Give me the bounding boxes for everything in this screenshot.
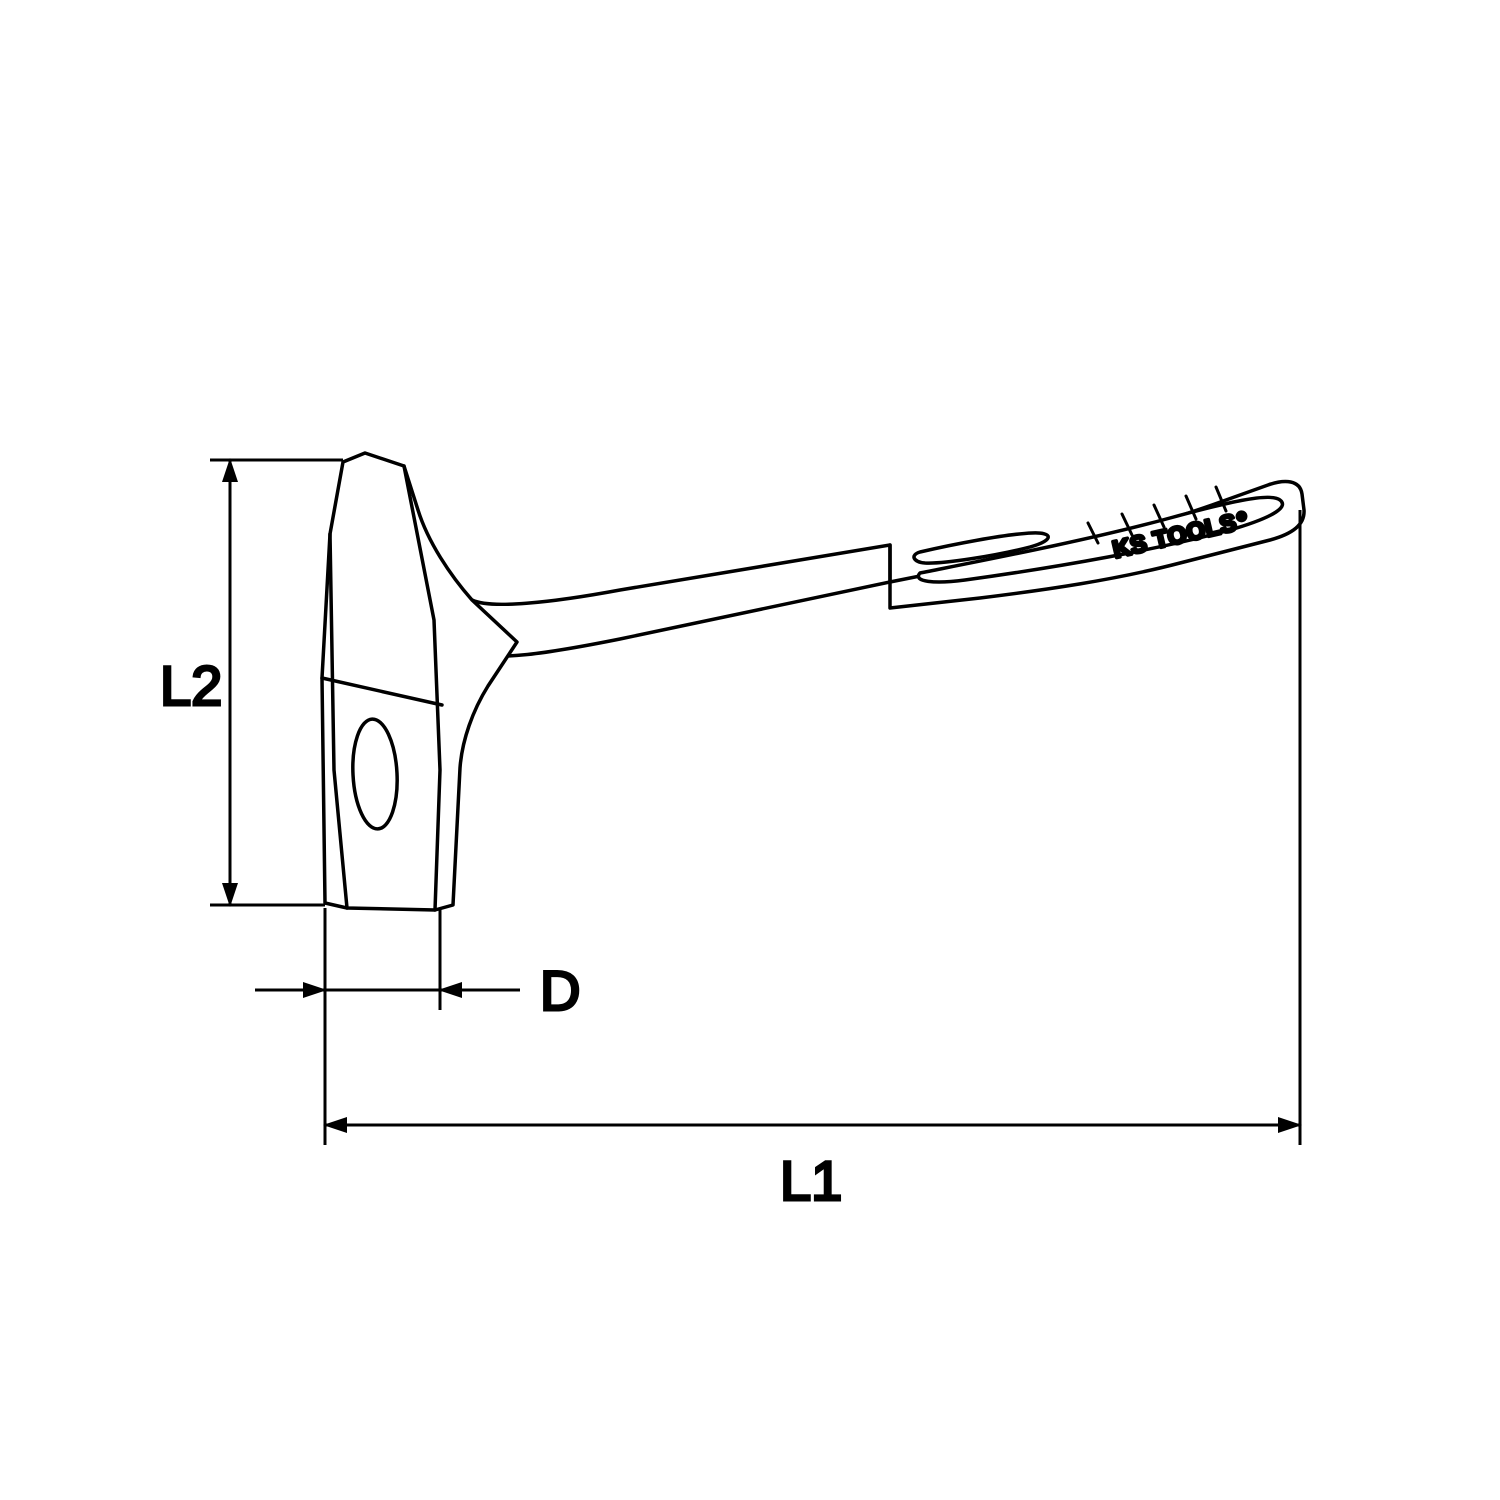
dimension-D: D: [255, 908, 580, 1022]
label-L1: L1: [780, 1149, 842, 1212]
hammer-technical-diagram: KS TOOLS® L2 D: [0, 0, 1500, 1500]
label-D: D: [540, 959, 580, 1022]
dimension-L2: L2: [160, 460, 343, 905]
hammer-grip: KS TOOLS®: [890, 482, 1304, 608]
hammer-outline: KS TOOLS®: [322, 453, 1304, 910]
hammer-head: [322, 453, 517, 910]
label-L2: L2: [160, 654, 222, 717]
